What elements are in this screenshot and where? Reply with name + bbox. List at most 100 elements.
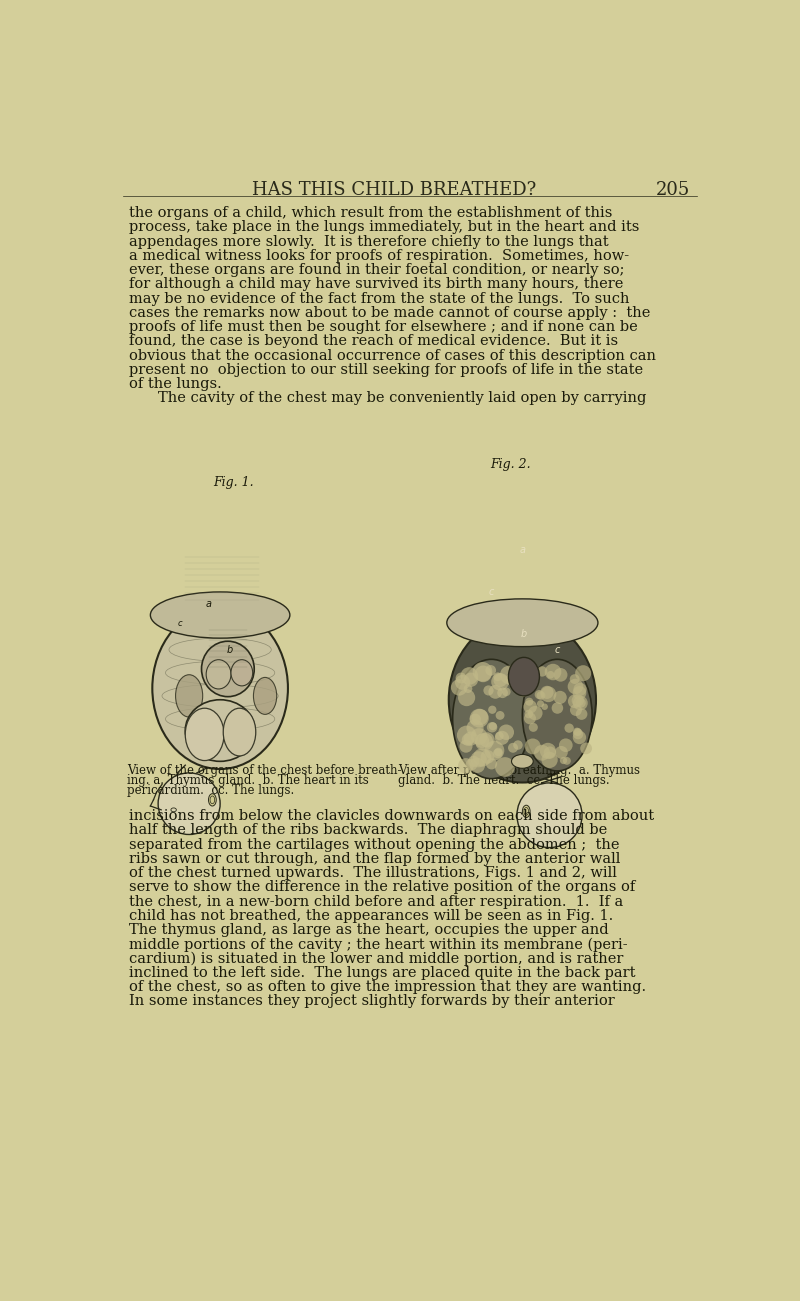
Ellipse shape <box>449 617 596 782</box>
Circle shape <box>574 729 582 736</box>
Circle shape <box>485 740 504 760</box>
Circle shape <box>158 773 220 834</box>
Text: a: a <box>206 598 211 609</box>
Ellipse shape <box>150 592 290 637</box>
Circle shape <box>475 732 493 751</box>
Text: ever, these organs are found in their foetal condition, or nearly so;: ever, these organs are found in their fo… <box>130 263 625 277</box>
Circle shape <box>496 712 505 719</box>
Circle shape <box>529 723 538 732</box>
Circle shape <box>494 673 502 682</box>
Ellipse shape <box>175 675 202 717</box>
Circle shape <box>542 704 548 710</box>
Text: c: c <box>554 645 560 654</box>
Circle shape <box>573 731 586 744</box>
Circle shape <box>574 683 586 696</box>
Circle shape <box>540 743 556 758</box>
Circle shape <box>462 734 474 745</box>
Text: 205: 205 <box>656 181 690 199</box>
Circle shape <box>502 687 510 696</box>
Circle shape <box>473 748 491 766</box>
Ellipse shape <box>186 700 255 761</box>
Circle shape <box>542 752 558 768</box>
Circle shape <box>563 757 571 765</box>
Ellipse shape <box>186 708 224 761</box>
Text: inclined to the left side.  The lungs are placed quite in the back part: inclined to the left side. The lungs are… <box>130 965 636 980</box>
Text: separated from the cartilages without opening the abdomen ;  the: separated from the cartilages without op… <box>130 838 620 852</box>
Text: HAS THIS CHILD BREATHED?: HAS THIS CHILD BREATHED? <box>252 181 537 199</box>
Text: middle portions of the cavity ; the heart within its membrane (peri-: middle portions of the cavity ; the hear… <box>130 937 628 951</box>
Text: gland.  b. The heart.  cc. The lungs.: gland. b. The heart. cc. The lungs. <box>398 774 610 787</box>
Circle shape <box>464 684 472 693</box>
Ellipse shape <box>152 608 288 769</box>
Text: for although a child may have survived its birth many hours, there: for although a child may have survived i… <box>130 277 624 291</box>
Circle shape <box>475 734 490 748</box>
Circle shape <box>498 687 508 699</box>
Circle shape <box>461 667 478 684</box>
Ellipse shape <box>254 678 277 714</box>
Circle shape <box>544 747 556 758</box>
Ellipse shape <box>209 794 216 807</box>
Circle shape <box>525 680 535 691</box>
Text: incisions from below the clavicles downwards on each side from about: incisions from below the clavicles downw… <box>130 809 654 824</box>
Circle shape <box>537 666 547 677</box>
Circle shape <box>479 732 494 748</box>
Text: found, the case is beyond the reach of medical evidence.  But it is: found, the case is beyond the reach of m… <box>130 334 618 349</box>
Circle shape <box>495 731 504 740</box>
Circle shape <box>508 679 516 687</box>
Circle shape <box>534 690 544 699</box>
Circle shape <box>458 758 474 774</box>
Text: of the lungs.: of the lungs. <box>130 377 222 392</box>
Text: View after perfect breathing.  a. Thymus: View after perfect breathing. a. Thymus <box>398 765 640 778</box>
Ellipse shape <box>202 641 254 696</box>
Circle shape <box>468 756 479 768</box>
Circle shape <box>459 740 473 753</box>
Circle shape <box>493 748 502 758</box>
Circle shape <box>470 729 487 745</box>
Circle shape <box>559 739 573 752</box>
Circle shape <box>470 709 489 727</box>
Circle shape <box>555 745 568 758</box>
Text: a medical witness looks for proofs of respiration.  Sometimes, how-: a medical witness looks for proofs of re… <box>130 248 630 263</box>
Ellipse shape <box>509 657 539 696</box>
Circle shape <box>523 700 537 713</box>
Ellipse shape <box>223 708 256 756</box>
Text: obvious that the occasional occurrence of cases of this description can: obvious that the occasional occurrence o… <box>130 349 657 363</box>
Circle shape <box>498 725 514 740</box>
Circle shape <box>455 675 470 690</box>
Circle shape <box>470 757 485 773</box>
Text: the organs of a child, which result from the establishment of this: the organs of a child, which result from… <box>130 206 613 220</box>
Text: Fig. 2.: Fig. 2. <box>490 458 531 471</box>
Circle shape <box>513 740 522 749</box>
Text: present no  objection to our still seeking for proofs of life in the state: present no objection to our still seekin… <box>130 363 643 377</box>
Circle shape <box>491 673 509 691</box>
Circle shape <box>580 743 592 755</box>
Text: c: c <box>178 619 182 628</box>
Text: a: a <box>519 545 526 554</box>
Circle shape <box>451 679 467 696</box>
Circle shape <box>474 666 492 682</box>
Circle shape <box>489 722 497 730</box>
Ellipse shape <box>453 660 530 779</box>
Text: process, take place in the lungs immediately, but in the heart and its: process, take place in the lungs immedia… <box>130 220 640 234</box>
Circle shape <box>554 691 566 704</box>
Circle shape <box>552 703 563 714</box>
Circle shape <box>464 673 478 687</box>
Text: proofs of life must then be sought for elsewhere ; and if none can be: proofs of life must then be sought for e… <box>130 320 638 334</box>
Circle shape <box>537 700 544 708</box>
Text: serve to show the difference in the relative position of the organs of: serve to show the difference in the rela… <box>130 881 636 894</box>
Circle shape <box>534 744 550 761</box>
Text: ribs sawn or cut through, and the flap formed by the anterior wall: ribs sawn or cut through, and the flap f… <box>130 852 621 865</box>
Circle shape <box>494 674 507 687</box>
Circle shape <box>500 666 518 684</box>
Circle shape <box>486 665 496 675</box>
Circle shape <box>575 665 591 682</box>
Circle shape <box>517 783 582 847</box>
Text: of the chest turned upwards.  The illustrations, Figs. 1 and 2, will: of the chest turned upwards. The illustr… <box>130 866 618 879</box>
Circle shape <box>540 686 554 699</box>
Circle shape <box>565 723 574 732</box>
Text: The thymus gland, as large as the heart, occupies the upper and: The thymus gland, as large as the heart,… <box>130 922 609 937</box>
Circle shape <box>546 671 554 679</box>
Circle shape <box>524 713 536 725</box>
Text: cases the remarks now about to be made cannot of course apply :  the: cases the remarks now about to be made c… <box>130 306 651 320</box>
Text: c: c <box>489 587 494 597</box>
